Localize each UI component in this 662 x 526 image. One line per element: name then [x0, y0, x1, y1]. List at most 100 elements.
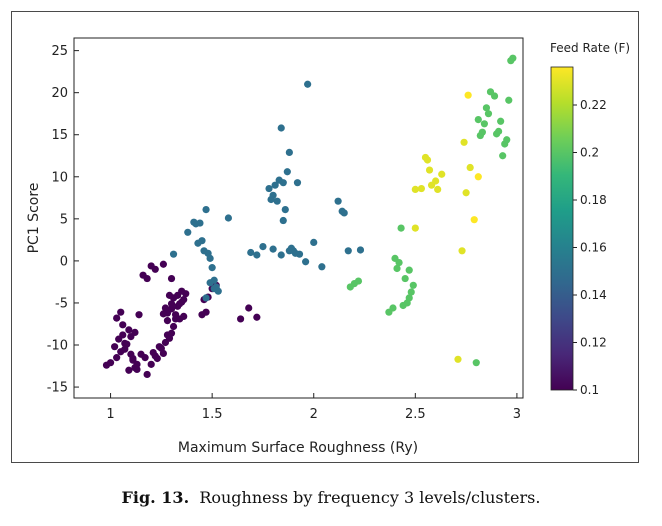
- data-point: [169, 322, 178, 331]
- data-point: [423, 156, 432, 164]
- y-tick-label: 10: [51, 170, 68, 185]
- data-point: [125, 366, 133, 374]
- caption-text: Roughness by frequency 3 levels/clusters…: [199, 488, 541, 507]
- y-tick-label: 20: [51, 86, 68, 101]
- data-point: [178, 287, 186, 295]
- data-point: [497, 117, 505, 125]
- data-point: [277, 251, 285, 259]
- data-point: [281, 205, 289, 214]
- data-point: [417, 184, 426, 193]
- data-point: [253, 313, 261, 321]
- data-point: [407, 288, 415, 296]
- data-point: [210, 285, 218, 293]
- data-point: [129, 354, 137, 363]
- data-point: [395, 258, 403, 267]
- data-point: [466, 163, 474, 172]
- data-point: [302, 258, 310, 266]
- data-point: [202, 294, 210, 302]
- colorbar-tick-label: 0.14: [580, 288, 607, 302]
- data-point: [279, 179, 287, 187]
- data-point: [131, 328, 139, 336]
- caption-label: Fig. 13.: [121, 488, 190, 507]
- data-point: [334, 197, 342, 205]
- data-point: [167, 305, 176, 313]
- data-point: [432, 177, 440, 185]
- data-point: [143, 274, 151, 283]
- data-point: [245, 304, 253, 312]
- data-point: [271, 181, 279, 189]
- data-point: [304, 80, 312, 88]
- data-point: [405, 294, 413, 302]
- data-point: [153, 354, 161, 363]
- data-point: [111, 343, 119, 351]
- data-point: [236, 315, 245, 323]
- data-point: [184, 228, 192, 236]
- data-point: [318, 263, 326, 271]
- data-point: [149, 348, 157, 357]
- data-point: [269, 245, 277, 253]
- data-point: [472, 359, 480, 367]
- data-point: [161, 304, 170, 312]
- data-point: [206, 254, 214, 262]
- data-point: [499, 152, 507, 160]
- data-point: [106, 359, 115, 367]
- data-point: [141, 354, 149, 362]
- colorbar-ticks: 0.1 0.12 0.14 0.16 0.18 0.2 0.22: [573, 98, 607, 397]
- y-tick-label: 25: [51, 44, 68, 59]
- x-tick-label: 2: [310, 407, 318, 422]
- data-point: [356, 246, 365, 254]
- data-point: [113, 354, 121, 362]
- data-point: [393, 264, 401, 273]
- data-point: [480, 120, 488, 128]
- data-point: [167, 329, 176, 337]
- data-point: [206, 279, 214, 287]
- data-point: [397, 224, 405, 232]
- x-tick-label: 1: [106, 407, 114, 422]
- colorbar-tick-label: 0.12: [580, 336, 607, 350]
- data-point: [151, 265, 159, 273]
- x-tick-label: 1.5: [202, 407, 223, 422]
- data-point: [133, 365, 141, 374]
- data-point: [405, 266, 413, 274]
- data-point: [159, 310, 167, 318]
- data-point: [285, 148, 293, 156]
- x-tick-label: 2.5: [405, 407, 426, 422]
- data-point: [438, 170, 446, 178]
- y-tick-label: 0: [60, 254, 68, 269]
- data-point: [340, 209, 348, 217]
- x-axis: 1 1.5 2 2.5 3: [106, 393, 521, 422]
- figure-caption: Fig. 13. Roughness by frequency 3 levels…: [0, 488, 662, 507]
- data-point: [478, 128, 486, 136]
- colorbar: [550, 66, 574, 391]
- data-point: [135, 311, 143, 319]
- data-point: [474, 173, 482, 181]
- data-point: [460, 138, 468, 146]
- colorbar-tick-label: 0.18: [580, 193, 607, 207]
- data-point: [354, 277, 363, 285]
- data-point: [484, 110, 493, 118]
- data-point: [401, 274, 409, 283]
- data-point: [462, 189, 470, 197]
- data-point: [293, 179, 302, 187]
- colorbar-tick-label: 0.1: [580, 383, 599, 397]
- data-points: [102, 54, 517, 379]
- y-tick-label: -10: [47, 339, 68, 354]
- data-point: [283, 168, 291, 176]
- plot-area: [73, 37, 524, 399]
- data-point: [259, 242, 267, 251]
- y-tick-label: 5: [60, 212, 68, 227]
- data-point: [509, 54, 517, 62]
- data-point: [279, 216, 287, 225]
- data-point: [411, 224, 419, 232]
- data-point: [277, 124, 285, 132]
- data-point: [196, 219, 204, 227]
- data-point: [434, 185, 442, 194]
- data-point: [180, 312, 188, 321]
- data-point: [474, 115, 482, 124]
- data-point: [121, 345, 129, 353]
- data-point: [163, 317, 172, 325]
- data-point: [411, 185, 419, 194]
- y-axis: -15 -10 -5 0 5 10 15 20 25: [47, 44, 79, 396]
- data-point: [165, 291, 174, 299]
- data-point: [224, 214, 233, 222]
